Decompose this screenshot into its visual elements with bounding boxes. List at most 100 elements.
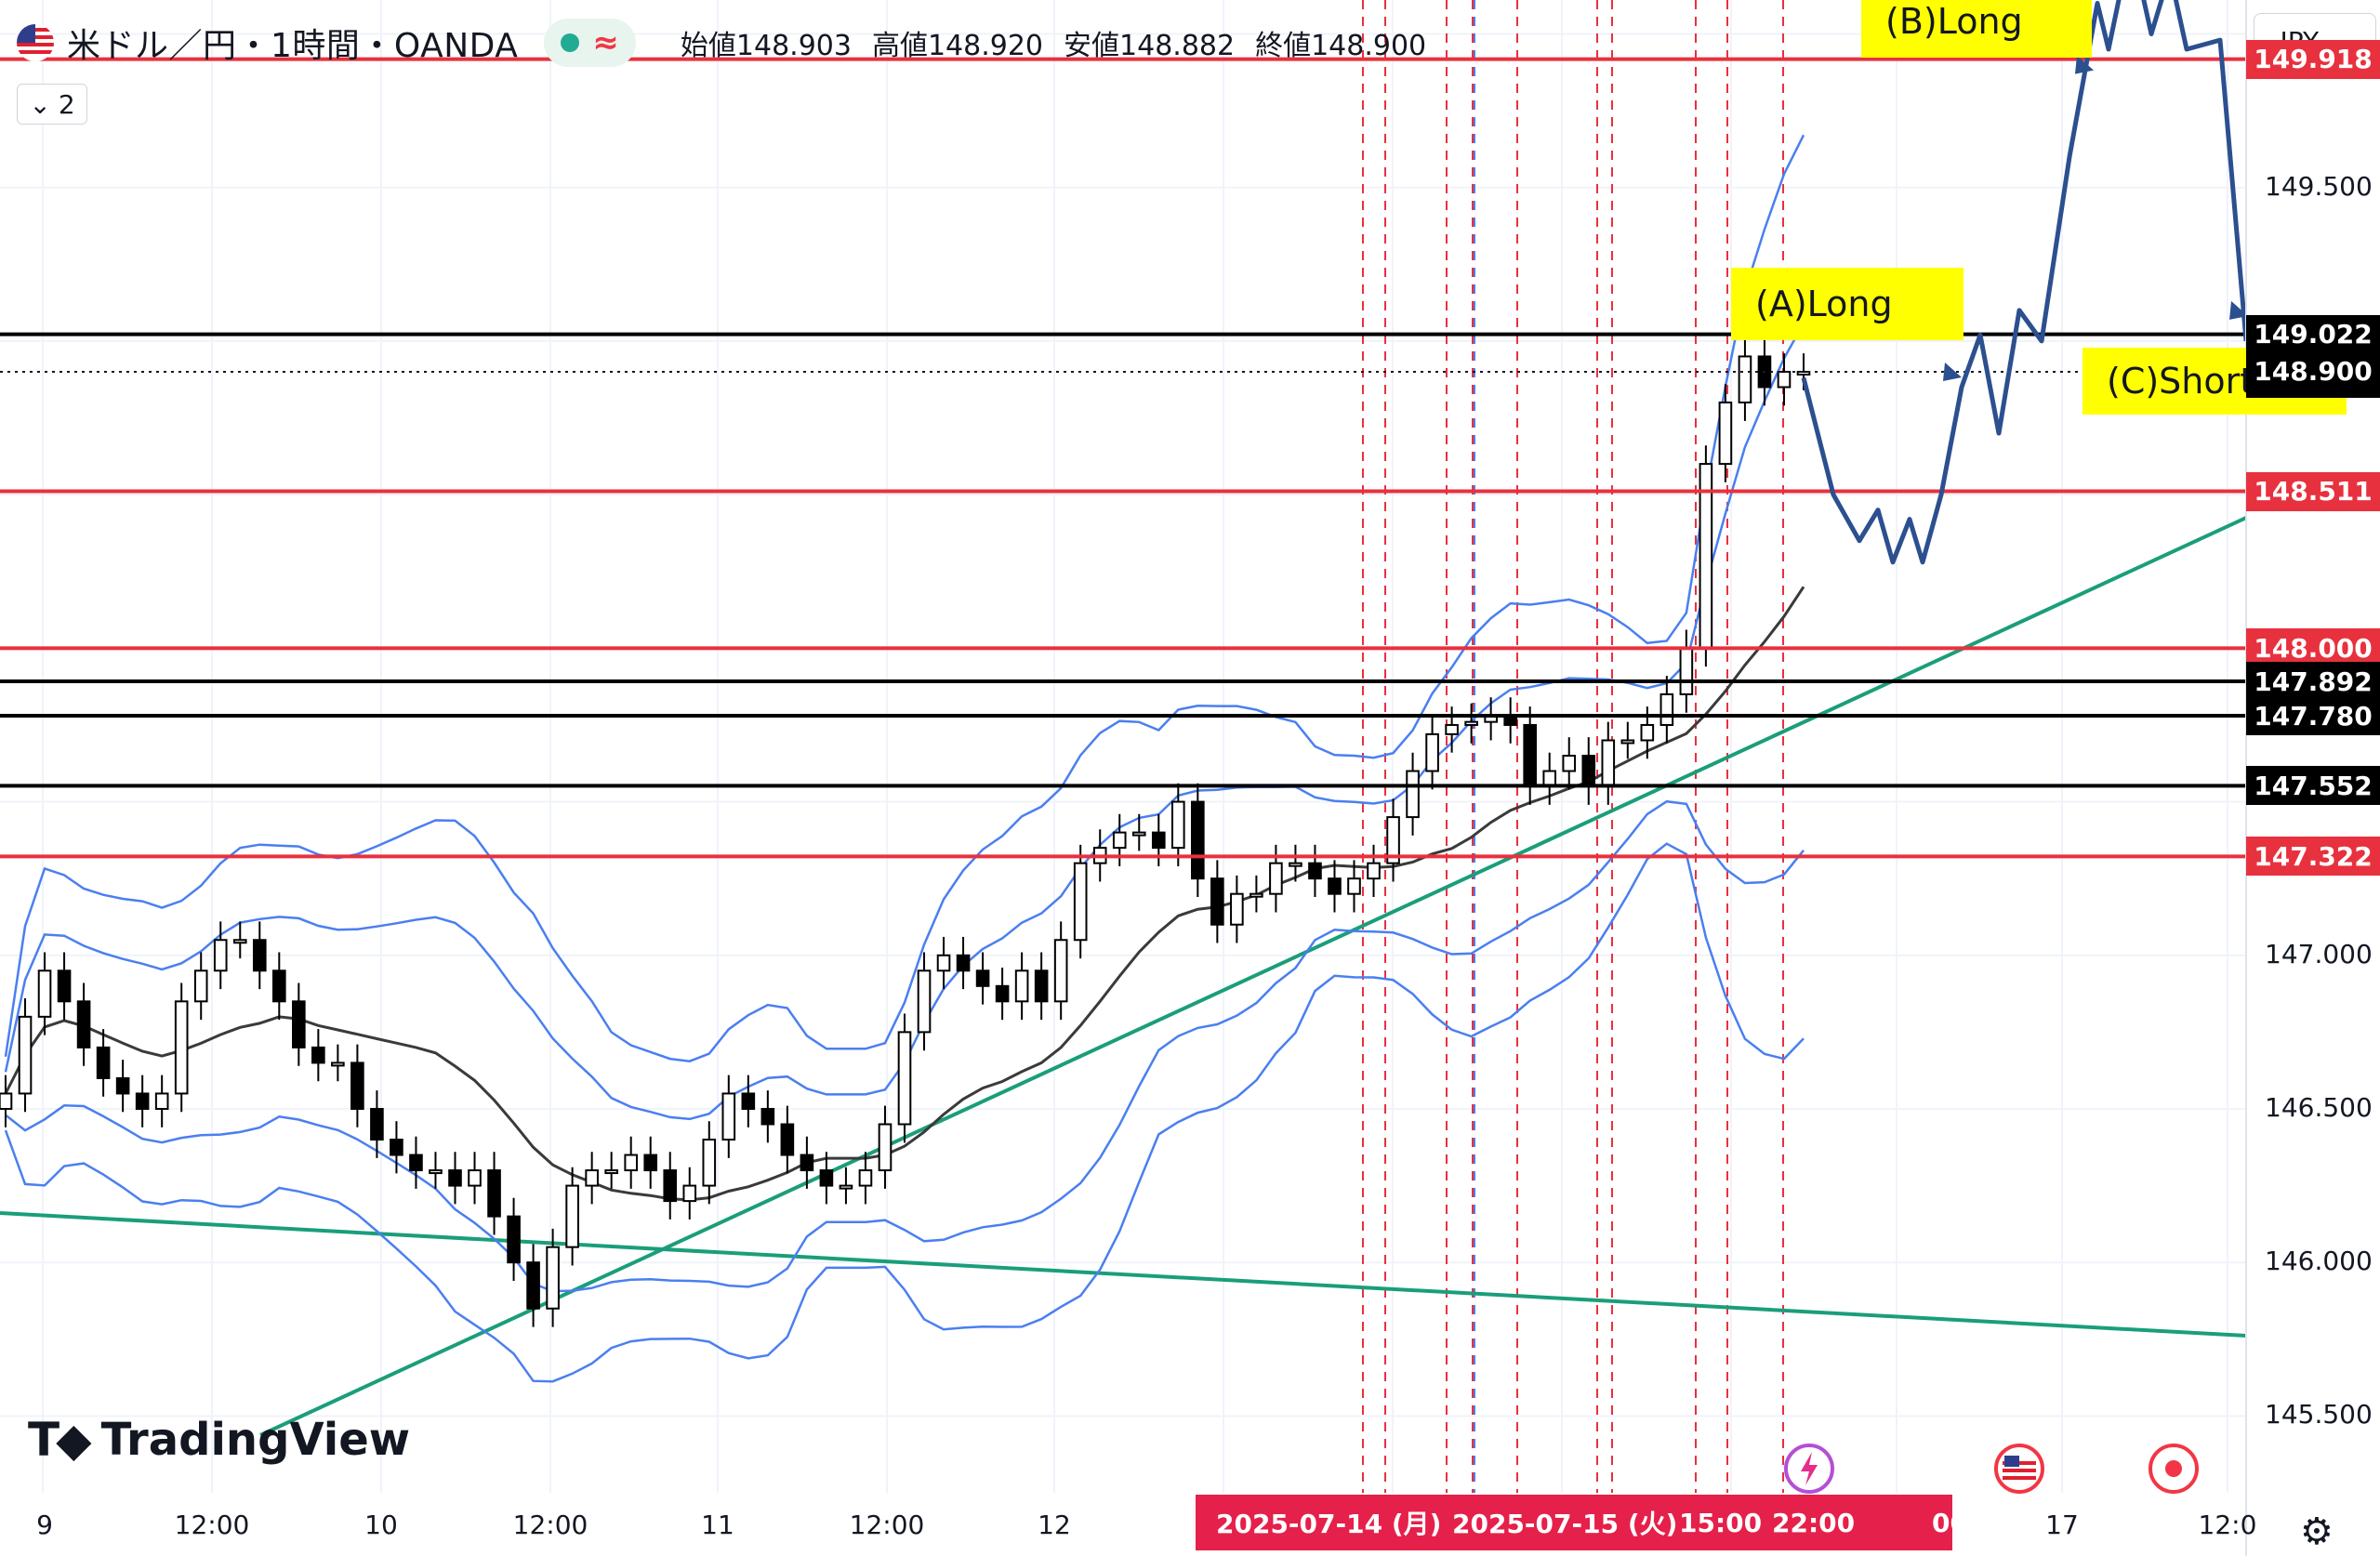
market-open-icon <box>561 33 580 52</box>
price-tick-label: 147.000 <box>2265 938 2373 969</box>
alert-target-icon[interactable] <box>2148 1443 2200 1495</box>
time-tick-label: 11 <box>701 1510 734 1540</box>
candle-body <box>858 1169 873 1187</box>
price-tick-label: 146.500 <box>2265 1091 2373 1123</box>
candle-body <box>878 1123 892 1172</box>
gridlines <box>0 0 2246 1493</box>
gear-icon[interactable]: ⚙ <box>2300 1510 2334 1553</box>
candle-body <box>663 1169 678 1203</box>
candle-body <box>1191 800 1205 880</box>
chart-header: 米ドル／円・1時間・OANDA ≈ 始値148.903 高値148.920 安値… <box>17 13 1426 73</box>
candle-body <box>780 1123 795 1156</box>
time-tick-label: 12 <box>1038 1510 1071 1540</box>
candle-body <box>721 1092 736 1141</box>
time-tick-label: 12:00 <box>849 1510 925 1540</box>
trend-line-lower <box>0 1211 2247 1338</box>
arrow-head-icon <box>2229 300 2248 320</box>
time-tick-label: 9 <box>36 1510 53 1540</box>
candle-body <box>429 1169 443 1175</box>
price-level-label: 148.511 <box>2246 471 2380 511</box>
candle-body <box>1289 862 1302 867</box>
price-level-label: 147.552 <box>2246 766 2380 806</box>
last-price-label: 148.900 <box>2246 345 2380 398</box>
date-label-part: 22:00 <box>1772 1507 1856 1538</box>
candle-body <box>390 1139 403 1156</box>
price-level-label: 147.322 <box>2246 837 2380 877</box>
candle-body <box>507 1215 521 1264</box>
candle-body <box>1562 755 1577 772</box>
candle-body <box>604 1169 618 1175</box>
trend-line-rising <box>259 516 2247 1437</box>
lightning-icon[interactable] <box>1783 1443 1835 1495</box>
arrow-head-icon <box>1943 362 1962 381</box>
scenario-path <box>1801 0 2249 565</box>
candle-body <box>96 1046 111 1079</box>
candle-body <box>1659 692 1674 726</box>
candle-body <box>741 1092 756 1110</box>
candle-body <box>1308 862 1322 880</box>
candle-body <box>1738 355 1752 404</box>
note-b-long[interactable]: (B)Long <box>1861 0 2092 59</box>
candle-body <box>702 1139 717 1187</box>
candle-body <box>565 1184 579 1248</box>
status-pill[interactable]: ≈ <box>544 19 636 67</box>
ohlc-open: 始値148.903 <box>680 30 852 62</box>
candle-body <box>0 1092 13 1110</box>
candle-body <box>1131 831 1146 837</box>
price-tick-label: 146.000 <box>2265 1246 2373 1277</box>
tradingview-logo-text: TradingView <box>100 1414 411 1466</box>
candle-body <box>1796 370 1811 376</box>
price-level-label: 147.780 <box>2246 696 2380 736</box>
event-vertical-lines <box>1362 0 1784 1493</box>
arrow-head-icon <box>2075 55 2094 74</box>
candle-body <box>174 1000 189 1095</box>
price-level-label: 149.022 <box>2246 314 2380 354</box>
scenario-wave <box>1801 0 2249 565</box>
candle-body <box>1034 969 1049 1003</box>
candle-body <box>115 1076 130 1095</box>
price-level-label: 147.892 <box>2246 662 2380 702</box>
candle-body <box>468 1169 482 1187</box>
candle-body <box>1014 969 1029 1003</box>
candles <box>0 337 1811 1327</box>
candle-body <box>1230 892 1244 926</box>
date-label-part: 15:00 <box>1679 1507 1763 1538</box>
price-tick-label: 145.500 <box>2265 1399 2373 1431</box>
note-a-long[interactable]: (A)Long <box>1731 268 1964 341</box>
price-level-label: 149.918 <box>2246 39 2380 79</box>
candle-body <box>897 1031 912 1126</box>
candle-body <box>1581 755 1596 788</box>
candle-body <box>1170 800 1185 850</box>
candle-body <box>1210 877 1224 926</box>
candle-body <box>292 1000 306 1048</box>
symbol-title[interactable]: 米ドル／円・1時間・OANDA <box>67 27 519 65</box>
chevron-down-icon: ⌄ <box>29 88 51 120</box>
indicator-count: 2 <box>58 88 75 120</box>
candle-body <box>1718 402 1733 466</box>
data-delay-icon: ≈ <box>592 24 619 61</box>
candle-body <box>57 969 72 1003</box>
candle-body <box>135 1092 150 1110</box>
us-event-flag-icon[interactable] <box>1993 1443 2045 1495</box>
candle-body <box>1523 723 1538 788</box>
candle-body <box>682 1184 697 1203</box>
candle-body <box>1386 816 1400 864</box>
time-tick-label: 17 <box>2045 1510 2079 1540</box>
candle-body <box>487 1169 501 1218</box>
candle-body <box>18 1015 33 1095</box>
crosshair-date-label: 2025-07-14 (月) 2025-07-15 (火) 15:00 22:00 00 <box>1196 1495 1968 1550</box>
candle-body <box>819 1169 834 1187</box>
candle-body <box>995 984 1010 1003</box>
price-level-label: 148.000 <box>2246 628 2380 668</box>
candle-body <box>331 1062 345 1067</box>
candle-body <box>1425 732 1439 772</box>
candle-body <box>1269 862 1283 895</box>
tradingview-logo-icon: T◆ <box>28 1413 92 1467</box>
candle-body <box>585 1169 599 1187</box>
date-label-part: 00 <box>1932 1507 1968 1538</box>
candle-body <box>1367 862 1381 880</box>
indicator-collapse-button[interactable]: ⌄ 2 <box>17 84 87 125</box>
candle-body <box>213 939 228 972</box>
candle-body <box>1620 739 1635 745</box>
